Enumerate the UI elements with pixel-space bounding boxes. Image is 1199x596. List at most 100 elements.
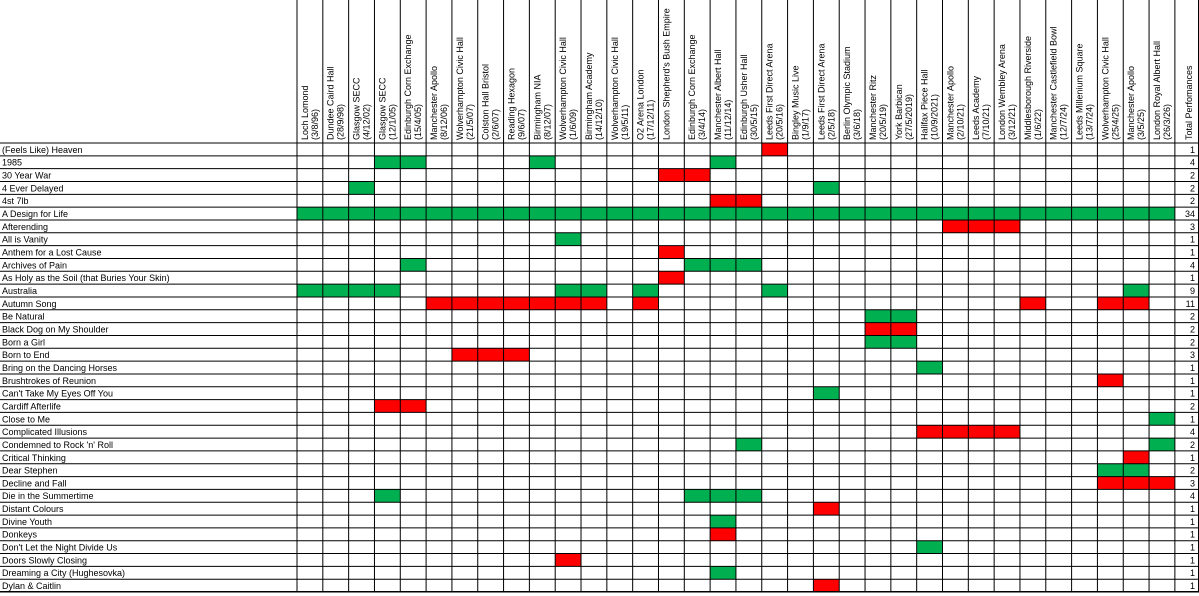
venue-name-label: Dundee Caird Hall <box>326 66 336 140</box>
red-cell <box>942 219 969 233</box>
venue-name-label: London Wembley Arena <box>997 44 1007 140</box>
total-value: 1 <box>1190 145 1195 155</box>
venue-date-label: (7/10/21) <box>981 104 991 140</box>
red-cell <box>1149 476 1175 490</box>
green-cell <box>890 207 917 220</box>
song-label: Dylan & Caitlin <box>2 581 61 591</box>
venue-date-label: (3/8/96) <box>310 109 320 140</box>
venue-name-label: Berlin Olympic Stadium <box>842 46 852 140</box>
green-cell <box>348 181 375 195</box>
green-cell <box>529 155 556 169</box>
total-value: 1 <box>1190 504 1195 514</box>
green-cell <box>684 489 711 503</box>
venue-date-label: (1/6/09) <box>568 109 578 140</box>
green-cell <box>839 207 866 220</box>
red-cell <box>555 553 582 567</box>
green-cell <box>1149 207 1175 220</box>
green-cell <box>942 207 969 220</box>
venue-name-label: Manchester Apollo <box>945 66 955 140</box>
song-label: Condemned to Rock 'n' Roll <box>2 440 113 450</box>
total-value: 1 <box>1190 555 1195 565</box>
green-cell <box>1149 438 1175 451</box>
song-label: Critical Thinking <box>2 453 66 463</box>
red-cell <box>994 219 1020 233</box>
red-cell <box>942 425 969 439</box>
song-label: 4 Ever Delayed <box>2 183 64 193</box>
green-cell <box>322 284 349 297</box>
green-cell <box>865 207 891 220</box>
venue-name-label: Loch Lomond <box>300 85 310 140</box>
green-cell <box>735 438 762 451</box>
song-label: Autumn Song <box>2 299 57 309</box>
venue-date-label: (9/6/07) <box>516 109 526 140</box>
green-cell <box>710 258 736 272</box>
total-value: 2 <box>1190 440 1195 450</box>
green-cell <box>581 284 607 297</box>
total-value: 1 <box>1190 543 1195 553</box>
red-cell <box>451 348 478 362</box>
red-cell <box>813 579 840 593</box>
red-cell <box>581 296 607 310</box>
venue-date-label: (25/4/25) <box>1110 104 1120 140</box>
red-cell <box>761 143 788 156</box>
song-label: Dreaming a City (Hughesovka) <box>2 568 125 578</box>
venue-date-label: (3/4/14) <box>697 109 707 140</box>
red-cell <box>865 322 891 336</box>
green-cell <box>1097 207 1124 220</box>
total-value: 4 <box>1190 260 1195 270</box>
green-cell <box>890 309 917 323</box>
red-cell <box>1123 450 1150 464</box>
venue-date-label: (1/9/17) <box>800 109 810 140</box>
total-value: 1 <box>1190 363 1195 373</box>
venue-name-label: Glasgow SECC <box>377 77 387 140</box>
song-label: Can't Take My Eyes Off You <box>2 389 113 399</box>
song-label: Cardiff Afterlife <box>2 401 61 411</box>
green-cell <box>503 207 530 220</box>
green-cell <box>606 207 633 220</box>
green-cell <box>632 207 659 220</box>
green-cell <box>529 207 556 220</box>
green-cell <box>1123 284 1150 297</box>
green-cell <box>555 207 582 220</box>
song-label: Die in the Summertime <box>2 491 94 501</box>
song-label: As Holy as the Soil (that Buries Your Sk… <box>2 273 170 283</box>
red-cell <box>477 296 504 310</box>
green-cell <box>710 489 736 503</box>
total-value: 9 <box>1190 286 1195 296</box>
song-label: Black Dog on My Shoulder <box>2 324 109 334</box>
venue-name-label: Edinburgh Usher Hall <box>739 54 749 140</box>
venue-date-label: (15/4/05) <box>413 104 423 140</box>
green-cell <box>348 207 375 220</box>
song-label: All is Vanity <box>2 235 48 245</box>
green-cell <box>451 207 478 220</box>
total-value: 4 <box>1190 427 1195 437</box>
green-cell <box>374 207 401 220</box>
green-cell <box>426 207 452 220</box>
venue-name-label: Manchester Albert Hall <box>713 49 723 140</box>
green-cell <box>400 155 427 169</box>
red-cell <box>1097 476 1124 490</box>
green-cell <box>658 207 685 220</box>
venue-date-label: (20/5/16) <box>775 104 785 140</box>
red-cell <box>1123 476 1150 490</box>
red-cell <box>503 296 530 310</box>
green-cell <box>1071 207 1098 220</box>
green-cell <box>710 207 736 220</box>
green-cell <box>1123 207 1150 220</box>
song-label: Born a Girl <box>2 337 45 347</box>
song-label: Divine Youth <box>2 517 52 527</box>
red-cell <box>813 502 840 516</box>
venue-name-label: Middlesborough Riverside <box>1023 36 1033 140</box>
venue-date-label: (20/5/19) <box>878 104 888 140</box>
green-cell <box>761 284 788 297</box>
venue-date-label: (3/6/18) <box>852 109 862 140</box>
venue-name-label: Edinburgh Corn Exchange <box>687 34 697 140</box>
song-label: Don't Let the Night Divide Us <box>2 543 118 553</box>
green-cell <box>735 489 762 503</box>
total-value: 1 <box>1190 235 1195 245</box>
venue-name-label: Manchester Castlefield Bowl <box>1049 26 1059 140</box>
green-cell <box>787 207 814 220</box>
green-cell <box>916 207 943 220</box>
total-value: 34 <box>1185 209 1195 219</box>
